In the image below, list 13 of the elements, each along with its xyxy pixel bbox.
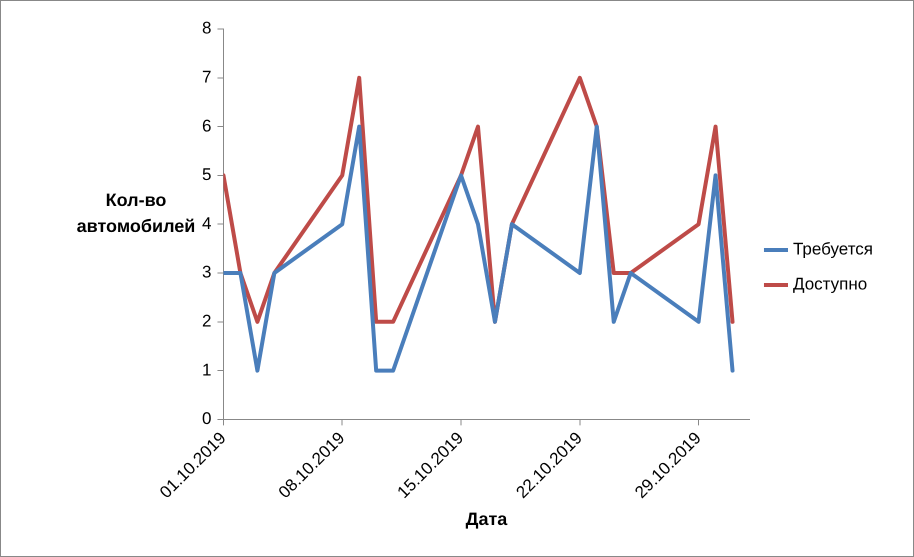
y-tick-label: 8 — [202, 18, 212, 38]
y-tick-label: 2 — [202, 311, 212, 330]
y-axis-title: Кол-во автомобилей — [76, 190, 196, 236]
y-tick-label: 3 — [202, 262, 212, 282]
y-tick-label: 6 — [202, 116, 212, 136]
legend-label: Требуется — [792, 240, 874, 259]
legend-label: Доступно — [792, 274, 868, 294]
y-tick-label: 7 — [202, 67, 212, 86]
x-axis-title: Дата — [466, 508, 508, 529]
y-tick-label: 1 — [202, 360, 212, 380]
y-tick-label: 5 — [202, 165, 212, 184]
y-tick-label: 4 — [202, 214, 212, 233]
y-tick-label: 0 — [202, 409, 212, 428]
